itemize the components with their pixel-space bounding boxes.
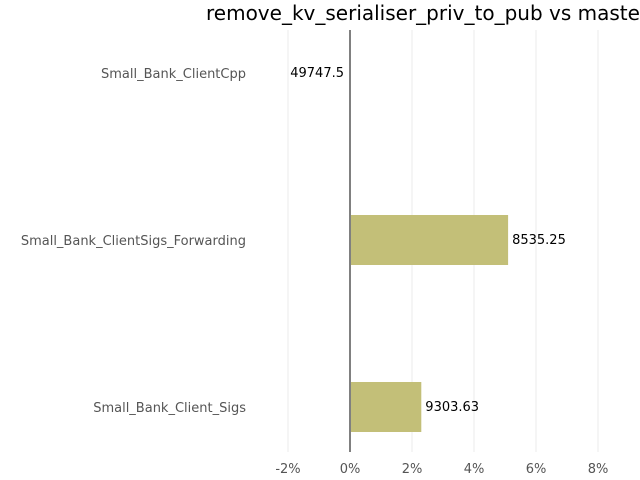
data-label: 8535.25 <box>512 233 566 248</box>
x-tick-label: 8% <box>588 462 609 477</box>
category-label: Small_Bank_ClientSigs_Forwarding <box>21 234 246 249</box>
bar <box>350 215 509 265</box>
value-axis: -2% 0% 2% 4% 6% 8% <box>275 462 608 477</box>
x-tick-label: 2% <box>402 462 423 477</box>
x-tick-label: -2% <box>275 462 300 477</box>
data-label: 9303.63 <box>425 400 479 415</box>
bar-series <box>350 215 509 432</box>
x-tick-label: 4% <box>464 462 485 477</box>
category-axis: Small_Bank_ClientCpp Small_Bank_ClientSig… <box>21 67 246 416</box>
chart-title: remove_kv_serialiser_priv_to_pub vs mast… <box>206 1 640 25</box>
data-labels: 49747.5 8535.25 9303.63 <box>290 66 566 415</box>
category-label: Small_Bank_ClientCpp <box>101 67 246 82</box>
bar <box>350 382 422 432</box>
category-label: Small_Bank_Client_Sigs <box>93 401 246 416</box>
data-label: 49747.5 <box>290 66 344 81</box>
x-tick-label: 0% <box>340 462 361 477</box>
x-tick-label: 6% <box>526 462 547 477</box>
